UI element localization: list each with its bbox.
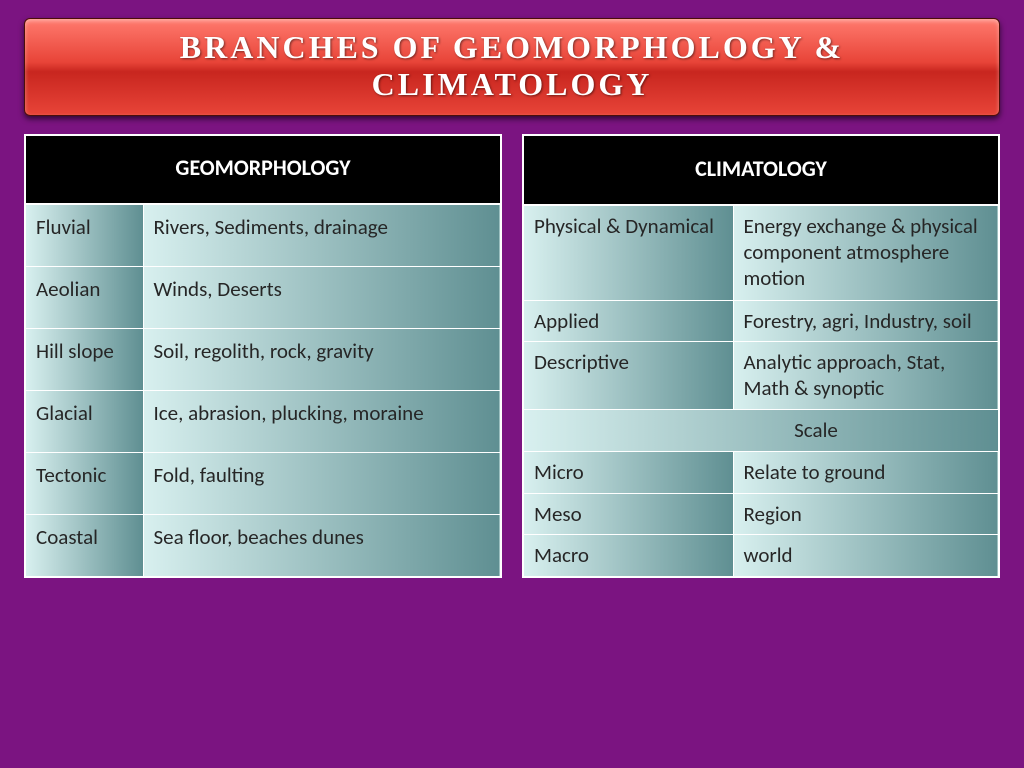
desc-cell: Forestry, agri, Industry, soil [733,300,999,342]
branch-cell: Hill slope [25,329,143,391]
table-row: Applied Forestry, agri, Industry, soil [523,300,999,342]
table-row: Descriptive Analytic approach, Stat, Mat… [523,342,999,410]
climatology-table: CLIMATOLOGY Physical & Dynamical Energy … [522,134,1000,578]
title-banner: Branches of Geomorphology & Climatology [24,18,1000,116]
branch-cell: Glacial [25,391,143,453]
desc-cell: Relate to ground [733,452,999,494]
desc-cell: world [733,535,999,577]
branch-cell: Meso [523,493,733,535]
branch-cell: Aeolian [25,267,143,329]
geomorphology-table: GEOMORPHOLOGY Fluvial Rivers, Sediments,… [24,134,502,578]
desc-cell: Rivers, Sediments, drainage [143,204,501,267]
table-row: Macro world [523,535,999,577]
climatology-header: CLIMATOLOGY [523,135,999,205]
branch-cell: Macro [523,535,733,577]
desc-cell: Energy exchange & physical component atm… [733,205,999,300]
table-row: Coastal Sea floor, beaches dunes [25,515,501,578]
table-row: Aeolian Winds, Deserts [25,267,501,329]
branch-cell: Physical & Dynamical [523,205,733,300]
table-row: Tectonic Fold, faulting [25,453,501,515]
branch-cell: Descriptive [523,342,733,410]
branch-cell: Micro [523,452,733,494]
desc-cell: Analytic approach, Stat, Math & synoptic [733,342,999,410]
branch-cell: Applied [523,300,733,342]
branch-cell: Fluvial [25,204,143,267]
desc-cell: Region [733,493,999,535]
table-row: Fluvial Rivers, Sediments, drainage [25,204,501,267]
branch-cell: Coastal [25,515,143,578]
slide: Branches of Geomorphology & Climatology … [0,0,1024,768]
table-row: Physical & Dynamical Energy exchange & p… [523,205,999,300]
table-row: Micro Relate to ground [523,452,999,494]
geomorphology-header: GEOMORPHOLOGY [25,135,501,204]
desc-cell: Sea floor, beaches dunes [143,515,501,578]
slide-title: Branches of Geomorphology & Climatology [180,29,844,102]
desc-cell: Soil, regolith, rock, gravity [143,329,501,391]
table-row: Glacial Ice, abrasion, plucking, moraine [25,391,501,453]
desc-cell: Ice, abrasion, plucking, moraine [143,391,501,453]
desc-cell: Fold, faulting [143,453,501,515]
table-row: Hill slope Soil, regolith, rock, gravity [25,329,501,391]
branch-cell: Tectonic [25,453,143,515]
desc-cell: Winds, Deserts [143,267,501,329]
table-row: Scale [523,410,999,452]
table-row: Meso Region [523,493,999,535]
scale-subheader: Scale [523,410,999,452]
tables-container: GEOMORPHOLOGY Fluvial Rivers, Sediments,… [24,134,1000,578]
